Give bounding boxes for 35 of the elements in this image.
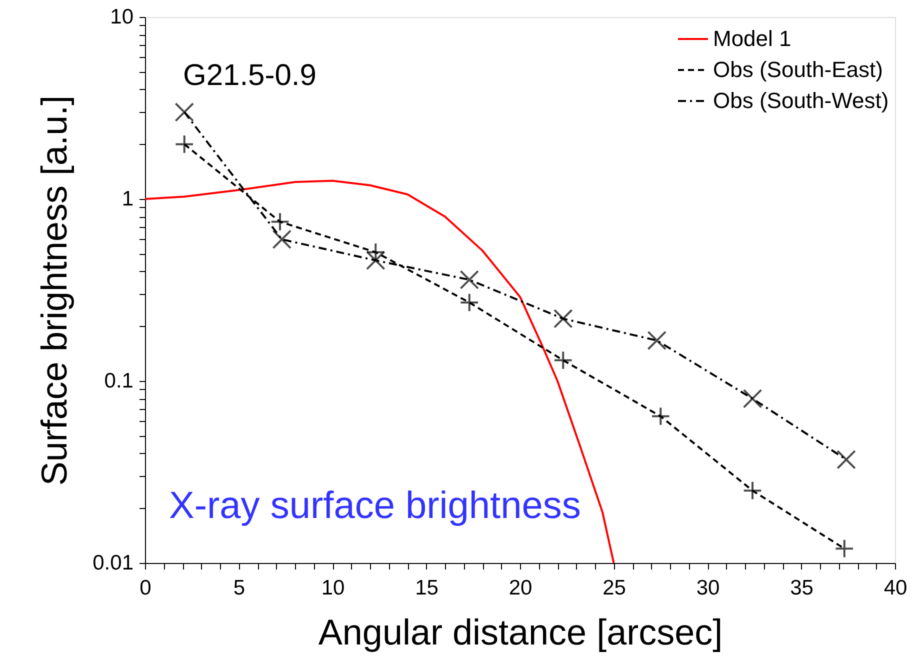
x-tick-label: 0 [140,576,152,600]
y-tick-label: 1 [122,188,134,210]
point [836,450,856,470]
point [460,292,480,312]
point [553,309,573,328]
y-tick-label: 0.01 [92,552,134,574]
point [174,134,194,154]
x-tick-label: 35 [790,576,814,600]
point [460,270,480,290]
legend-label: Obs (South-East) [713,57,883,82]
legend-label: Obs (South-West) [713,88,889,113]
y-tick-label: 0.1 [104,370,134,392]
y-tick-label: 10 [110,6,134,28]
x-axis-title: Angular distance [arcsec] [318,612,723,652]
point [553,350,573,370]
point [742,480,762,500]
x-tick-label: 30 [696,576,720,600]
line-series [145,180,615,563]
point [270,212,290,232]
legend-label: Model 1 [713,26,792,51]
x-tick-label: 5 [233,576,246,600]
x-tick-label: 25 [602,576,626,600]
annotation: G21.5-0.9 [183,59,316,92]
point [272,230,292,250]
y-axis-title: Surface brightness [a.u.] [34,95,75,486]
point [834,538,854,558]
point [647,330,667,350]
point [742,388,762,408]
x-tick-label: 20 [508,576,532,600]
x-tick-label: 40 [884,576,908,600]
x-tick-label: 10 [321,576,345,600]
point [174,102,194,122]
point [650,406,670,426]
x-tick-label: 15 [415,576,438,600]
annotation: X-ray surface brightness [169,485,581,527]
